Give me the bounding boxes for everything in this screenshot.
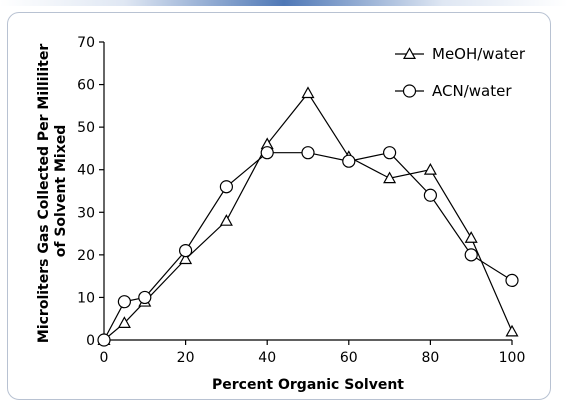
data-point (179, 252, 193, 265)
header-gradient-bar (0, 0, 568, 6)
data-point (138, 290, 152, 305)
data-point (219, 214, 233, 226)
data-point (179, 244, 193, 258)
series-meoh-water (97, 86, 519, 345)
data-point (97, 333, 111, 347)
series-line (103, 152, 513, 341)
data-point (464, 231, 478, 243)
x-tick-label: 80 (421, 350, 439, 366)
legend-marker (402, 84, 417, 98)
y-tick-label: 70 (77, 35, 95, 51)
data-point (342, 154, 356, 168)
x-tick-label: 20 (177, 350, 195, 366)
legend-label-acn-water: ACN/water (432, 82, 512, 100)
legend-label-meoh-water: MeOH/water (432, 45, 526, 63)
tick-labels: 0 10 20 30 40 50 60 70 0 20 40 60 80 100 (77, 35, 525, 366)
data-point (423, 162, 437, 175)
series-acn-water (97, 146, 519, 347)
data-point (117, 316, 131, 328)
x-tick-label: 40 (258, 350, 276, 366)
data-point (301, 146, 315, 160)
y-axis-title: Microliters Gas Collected Per Milliliter… (36, 39, 69, 343)
data-point (260, 146, 274, 160)
data-point (117, 295, 132, 309)
x-tick-label: 60 (340, 350, 358, 366)
series-layer (97, 86, 519, 347)
data-point (423, 188, 437, 202)
y-tick-label: 60 (77, 78, 95, 94)
series-line (103, 92, 513, 341)
axes (99, 41, 513, 345)
y-axis-title-line-2: of Solvent Mixed (53, 125, 69, 258)
data-point (505, 324, 519, 337)
x-axis-title: Percent Organic Solvent (212, 377, 404, 393)
y-tick-label: 20 (77, 248, 95, 264)
data-point (383, 171, 397, 184)
legend: MeOH/water ACN/water (395, 45, 526, 100)
x-tick-label: 0 (100, 350, 109, 366)
y-tick-label: 30 (77, 205, 95, 221)
legend-item-acn-water: ACN/water (395, 82, 512, 100)
data-point (301, 86, 315, 99)
data-point (219, 180, 233, 194)
chart-frame (7, 12, 551, 400)
y-axis-title-line-1: Microliters Gas Collected Per Milliliter (36, 44, 52, 343)
x-tick-label: 100 (499, 350, 526, 366)
data-point (505, 273, 519, 287)
data-point (383, 146, 397, 160)
legend-marker (402, 47, 417, 60)
y-tick-label: 50 (77, 120, 95, 136)
y-tick-label: 0 (86, 333, 95, 349)
y-tick-label: 40 (77, 163, 95, 179)
y-tick-label: 10 (77, 290, 95, 306)
legend-item-meoh-water: MeOH/water (395, 45, 526, 63)
data-point (464, 248, 478, 262)
